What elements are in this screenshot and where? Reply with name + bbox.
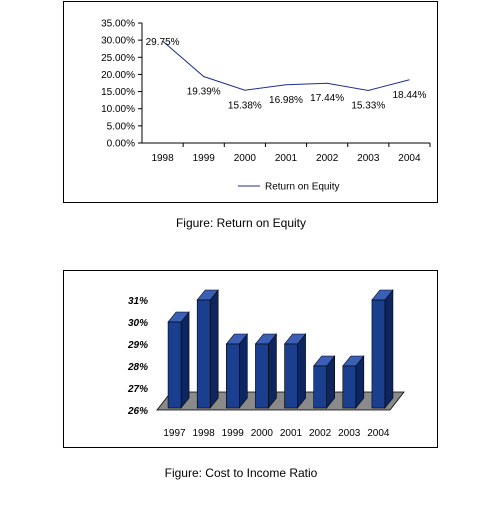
cir-bar xyxy=(342,355,365,409)
roe-data-label: 17.44% xyxy=(310,93,344,104)
cir-x-tick-label: 2002 xyxy=(309,428,332,439)
cir-bar xyxy=(371,289,394,409)
cir-bar xyxy=(254,333,278,409)
roe-y-tick-label: 30.00% xyxy=(101,36,135,47)
roe-y-tick-label: 10.00% xyxy=(101,104,135,115)
roe-data-label: 19.39% xyxy=(187,87,221,98)
cir-x-tick-label: 2001 xyxy=(280,428,303,439)
cir-x-tick-label: 2000 xyxy=(251,428,274,439)
cir-bar xyxy=(196,289,219,409)
roe-data-label: 18.44% xyxy=(392,90,426,101)
roe-data-label: 15.38% xyxy=(228,100,262,111)
cir-x-tick-label: 1997 xyxy=(163,428,186,439)
roe-x-tick-label: 1998 xyxy=(151,153,174,164)
cir-y-tick-label: 30% xyxy=(128,318,148,329)
roe-series-line xyxy=(162,40,410,91)
cir-y-tick-label: 26% xyxy=(127,406,148,417)
roe-x-tick-label: 2000 xyxy=(234,153,257,164)
roe-x-tick-label: 2002 xyxy=(316,153,339,164)
cir-bar xyxy=(313,355,336,409)
roe-legend-label: Return on Equity xyxy=(265,182,340,193)
roe-y-tick-label: 15.00% xyxy=(101,87,135,98)
cir-bar xyxy=(283,333,307,409)
roe-y-tick-label: 20.00% xyxy=(101,70,135,81)
cir-bar xyxy=(167,311,190,409)
roe-x-tick-label: 2001 xyxy=(275,153,298,164)
cir-chart: 26% 27% 28% 29% 30% 31% 1997 1998 1999 2000 2001 20… xyxy=(127,289,405,439)
roe-chart: 0.00% 5.00% 10.00% 15.00% 20.00% 25.00% 30.00%… xyxy=(101,19,431,193)
cir-x-tick-label: 2004 xyxy=(367,428,390,439)
cir-y-tick-label: 29% xyxy=(127,340,148,351)
roe-y-tick-label: 5.00% xyxy=(107,121,135,132)
roe-y-tick-label: 35.00% xyxy=(101,19,135,30)
cir-x-tick-label: 1999 xyxy=(222,428,245,439)
cir-y-tick-label: 31% xyxy=(128,296,148,307)
cir-y-tick-label: 28% xyxy=(127,362,148,373)
roe-data-label: 15.33% xyxy=(351,100,385,111)
roe-x-tick-label: 2004 xyxy=(398,153,421,164)
roe-data-label: 16.98% xyxy=(269,95,303,106)
cir-y-tick-label: 27% xyxy=(127,384,148,395)
cir-caption: Figure: Cost to Income Ratio xyxy=(164,466,318,480)
cir-x-tick-label: 2003 xyxy=(338,428,361,439)
roe-x-tick-label: 1999 xyxy=(193,153,216,164)
cir-bar xyxy=(225,333,248,409)
cir-x-tick-label: 1998 xyxy=(192,428,215,439)
roe-caption: Figure: Return on Equity xyxy=(175,216,307,230)
roe-x-tick-label: 2003 xyxy=(357,153,380,164)
roe-chart-frame xyxy=(63,1,438,203)
roe-y-tick-label: 0.00% xyxy=(107,139,135,150)
roe-y-tick-label: 25.00% xyxy=(101,53,135,64)
roe-data-label: 29.75% xyxy=(146,37,180,48)
cir-floor xyxy=(156,391,405,411)
